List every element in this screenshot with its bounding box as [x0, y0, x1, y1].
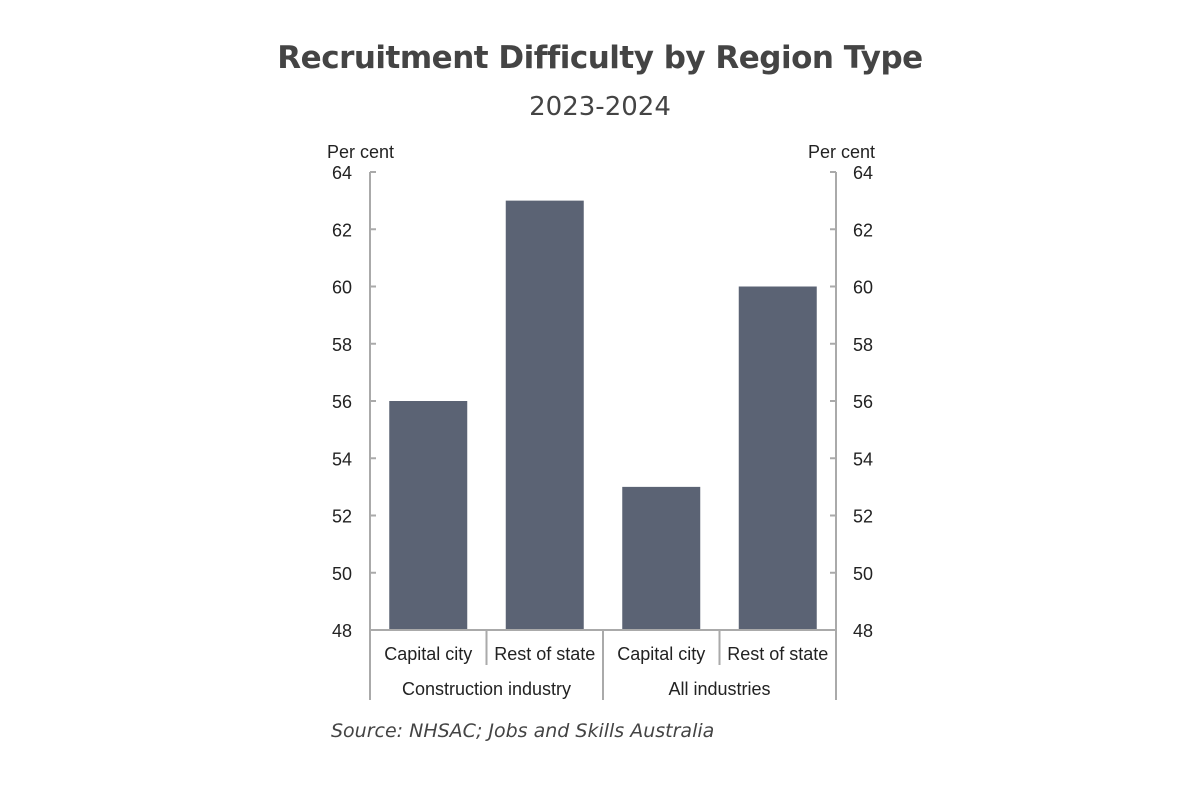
x-category-label: Rest of state: [727, 644, 828, 664]
y-tick-label-left: 62: [332, 220, 352, 240]
bar: [505, 200, 584, 630]
y-tick-label-left: 60: [332, 278, 352, 298]
y-tick-label-right: 58: [853, 335, 873, 355]
x-group-label: Construction industry: [402, 679, 571, 699]
y-tick-label-left: 64: [332, 163, 352, 183]
y-tick-label-left: 56: [332, 392, 352, 412]
y-tick-label-left: 52: [332, 507, 352, 527]
y-tick-label-left: 48: [332, 621, 352, 641]
y-tick-label-right: 54: [853, 449, 873, 469]
y-tick-label-left: 50: [332, 564, 352, 584]
y-tick-label-right: 64: [853, 163, 873, 183]
x-category-label: Capital city: [384, 644, 472, 664]
x-category-label: Capital city: [617, 644, 705, 664]
bar: [738, 286, 817, 630]
y-tick-label-left: 54: [332, 449, 352, 469]
source-note: Source: NHSAC; Jobs and Skills Australia: [331, 720, 715, 742]
y-tick-label-right: 48: [853, 621, 873, 641]
y-axis-label-right: Per cent: [808, 142, 875, 162]
y-axis-label-left: Per cent: [327, 142, 394, 162]
y-tick-label-right: 62: [853, 220, 873, 240]
y-tick-label-right: 52: [853, 507, 873, 527]
chart-subtitle: 2023-2024: [529, 92, 671, 122]
y-tick-label-left: 58: [332, 335, 352, 355]
y-tick-label-right: 60: [853, 278, 873, 298]
y-tick-label-right: 50: [853, 564, 873, 584]
x-group-label: All industries: [668, 679, 770, 699]
x-category-label: Rest of state: [494, 644, 595, 664]
y-tick-label-right: 56: [853, 392, 873, 412]
chart-title: Recruitment Difficulty by Region Type: [277, 40, 923, 76]
bar: [389, 401, 468, 630]
bar: [622, 486, 701, 630]
